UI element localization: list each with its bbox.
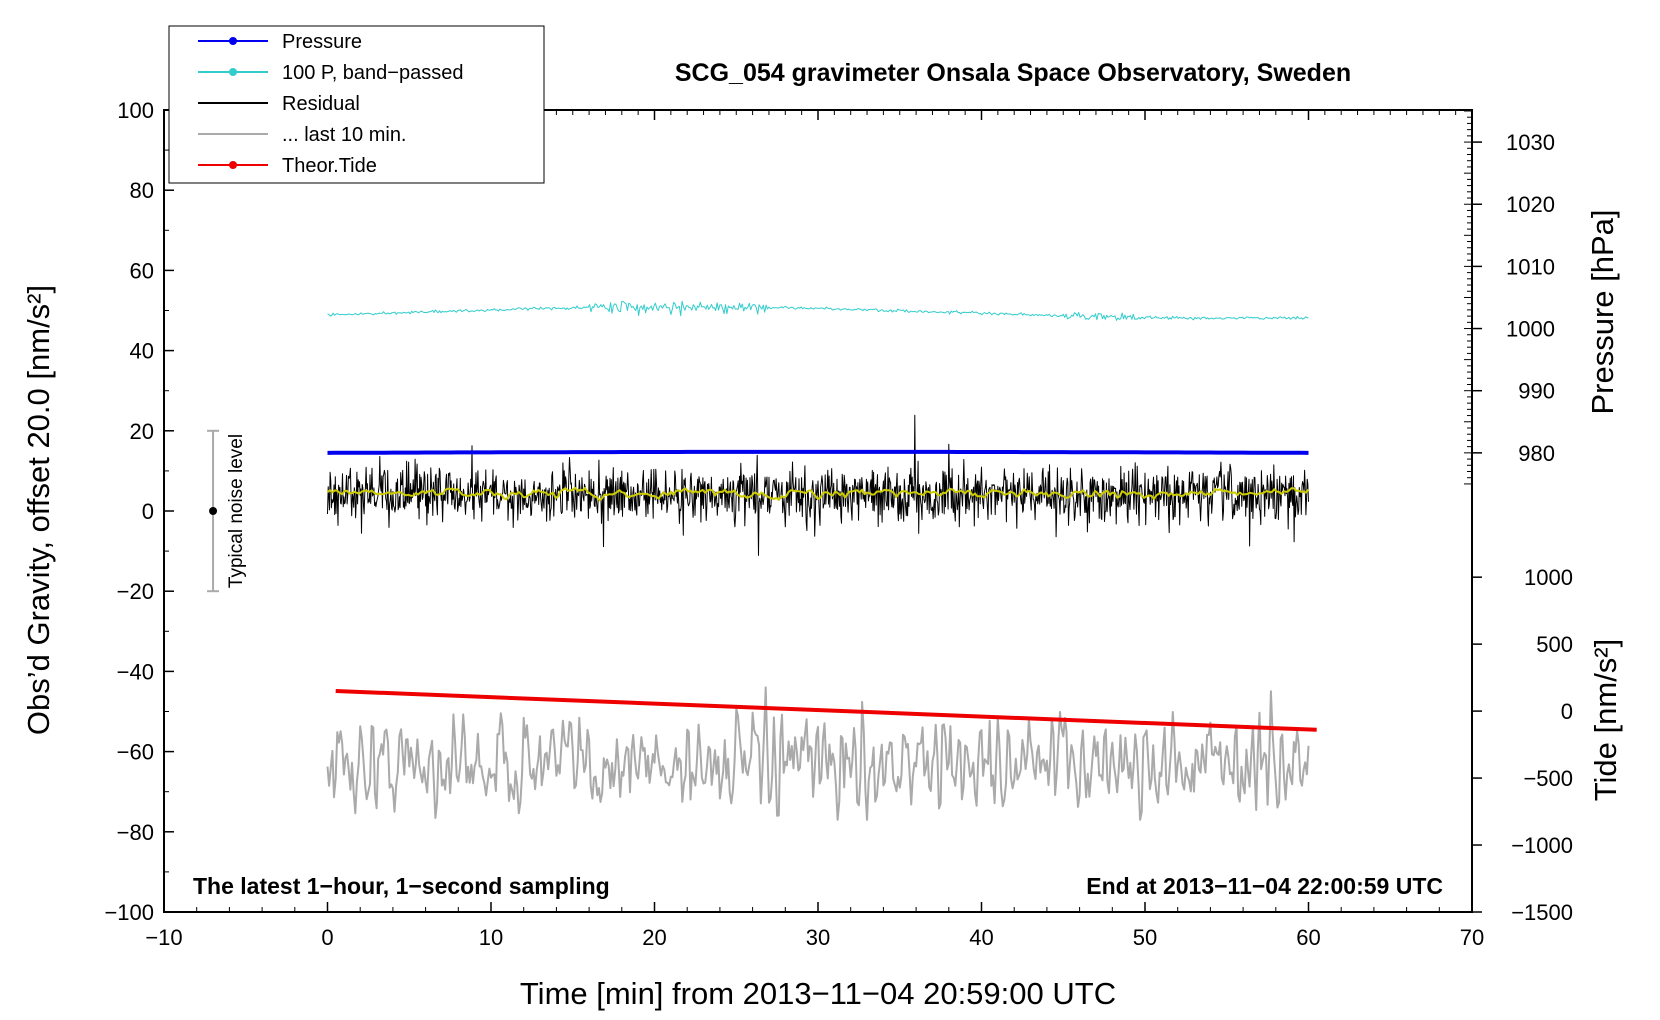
y-axis-pressure: 1030 1020 1010 1000 990 980 <box>1472 130 1555 466</box>
x-tick-label: −10 <box>145 925 182 950</box>
x-axis: −10 0 10 20 30 40 50 60 70 <box>145 110 1484 950</box>
x-tick-label: 30 <box>806 925 830 950</box>
y-tick-label-gravity: −100 <box>104 900 154 925</box>
pressure-tick-label: 1010 <box>1506 254 1555 279</box>
x-tick-label: 10 <box>479 925 503 950</box>
tide-tick-label: 0 <box>1561 699 1573 724</box>
y-tick-label-gravity: 60 <box>130 258 154 283</box>
y-axis-gravity: 100 80 60 40 20 0 −20 −40 −60 −80 −100 <box>104 98 174 925</box>
noise-level-label: Typical noise level <box>226 434 247 588</box>
tide-tick-label: −500 <box>1523 766 1573 791</box>
y-tick-label-gravity: 0 <box>142 499 154 524</box>
y-tick-label-gravity: 40 <box>130 339 154 364</box>
annotation-end-time: End at 2013−11−04 22:00:59 UTC <box>1086 873 1443 899</box>
legend-label: Pressure <box>282 31 362 53</box>
y-tick-label-gravity: 20 <box>130 419 154 444</box>
x-tick-label: 60 <box>1296 925 1320 950</box>
series-band-passed-pressure-line <box>327 300 1309 321</box>
y-tick-label-gravity: −20 <box>117 579 154 604</box>
series-layer <box>326 300 1317 821</box>
y-axis-pressure-title: Pressure [hPa] <box>1585 209 1620 414</box>
pressure-tick-label: 1000 <box>1506 317 1555 342</box>
series-last-10-min-line <box>326 686 1310 821</box>
legend-swatch-marker <box>229 68 237 76</box>
noise-level-indicator: Typical noise level <box>207 429 247 593</box>
legend-swatch-marker <box>229 161 237 169</box>
plot-area-group: Typical noise level −10 0 10 20 30 40 50 60 70 1… <box>104 98 1573 950</box>
y-axis-tide: 1000 500 0 −500 −1000 −1500 <box>1472 565 1573 925</box>
y-axis-tide-title: Tide [nm/s²] <box>1588 639 1623 802</box>
tide-tick-label: 500 <box>1536 632 1573 657</box>
legend-label: ... last 10 min. <box>282 124 407 146</box>
series-running-mean-line <box>326 486 1310 502</box>
series-theor-tide-line <box>335 689 1317 732</box>
pressure-tick-label: 1030 <box>1506 130 1555 155</box>
y-tick-label-gravity: −60 <box>117 740 154 765</box>
chart-title: SCG_054 gravimeter Onsala Space Observat… <box>675 59 1351 87</box>
y-tick-label-gravity: 80 <box>130 178 154 203</box>
y-tick-label-gravity: 100 <box>117 98 154 123</box>
x-tick-label: 40 <box>969 925 993 950</box>
y-tick-label-gravity: −40 <box>117 659 154 684</box>
x-tick-label: 20 <box>642 925 666 950</box>
x-axis-title: Time [min] from 2013−11−04 20:59:00 UTC <box>520 976 1116 1011</box>
tide-tick-label: 1000 <box>1524 565 1573 590</box>
series-pressure-line <box>327 449 1309 455</box>
legend-label: Theor.Tide <box>282 155 377 177</box>
annotation-sampling: The latest 1−hour, 1−second sampling <box>193 873 610 899</box>
x-tick-label: 70 <box>1460 925 1484 950</box>
pressure-tick-label: 980 <box>1518 441 1555 466</box>
x-tick-label: 0 <box>321 925 333 950</box>
y-axis-gravity-title: Obs’d Gravity, offset 20.0 [nm/s²] <box>21 285 56 735</box>
series-residual-line <box>327 414 1309 556</box>
pressure-tick-label: 1020 <box>1506 192 1555 217</box>
y-tick-label-gravity: −80 <box>117 820 154 845</box>
noise-center-dot <box>209 507 218 515</box>
legend-box <box>168 25 545 184</box>
legend-label: 100 P, band−passed <box>282 62 463 84</box>
tide-tick-label: −1500 <box>1511 900 1573 925</box>
legend-swatch-marker <box>229 37 237 45</box>
pressure-tick-label: 990 <box>1518 379 1555 404</box>
x-tick-label: 50 <box>1133 925 1157 950</box>
tide-tick-label: −1000 <box>1511 833 1573 858</box>
legend: Pressure 100 P, band−passed Residual ... la… <box>168 25 545 184</box>
legend-label: Residual <box>282 93 360 115</box>
